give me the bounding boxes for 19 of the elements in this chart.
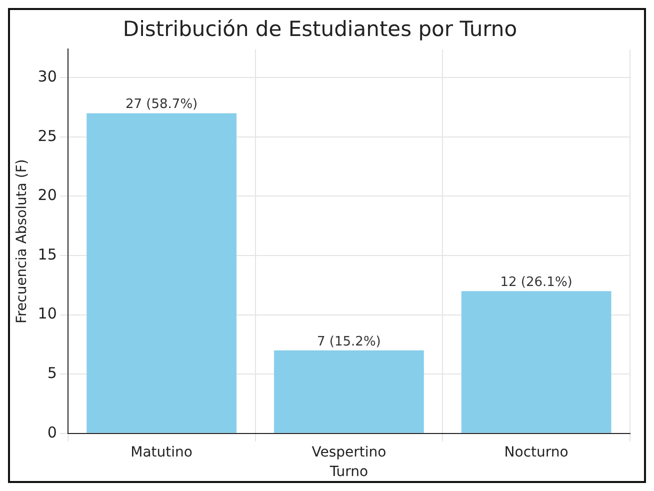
- x-axis-title: Turno: [328, 464, 368, 480]
- x-tick-label: Nocturno: [504, 444, 568, 460]
- chart-title: Distribución de Estudiantes por Turno: [122, 17, 518, 42]
- y-tick-label: 30: [38, 68, 57, 86]
- y-tick-label: 10: [38, 304, 57, 323]
- bar: [461, 291, 612, 433]
- y-tick-label: 20: [38, 186, 57, 204]
- y-axis-title: Frecuencia Absoluta (F): [14, 159, 30, 324]
- data-label: 27 (58.7%): [126, 97, 198, 112]
- x-tick-label: Vespertino: [312, 444, 386, 460]
- bar: [86, 113, 237, 433]
- data-label: 7 (15.2%): [317, 334, 381, 350]
- y-tick-label: 15: [38, 245, 57, 264]
- data-label: 12 (26.1%): [500, 274, 572, 290]
- y-tick-label: 5: [47, 364, 57, 382]
- y-tick-label: 25: [38, 126, 57, 145]
- bar: [274, 350, 424, 433]
- x-tick-label: Matutino: [130, 444, 192, 460]
- y-tick-label: 0: [47, 423, 57, 442]
